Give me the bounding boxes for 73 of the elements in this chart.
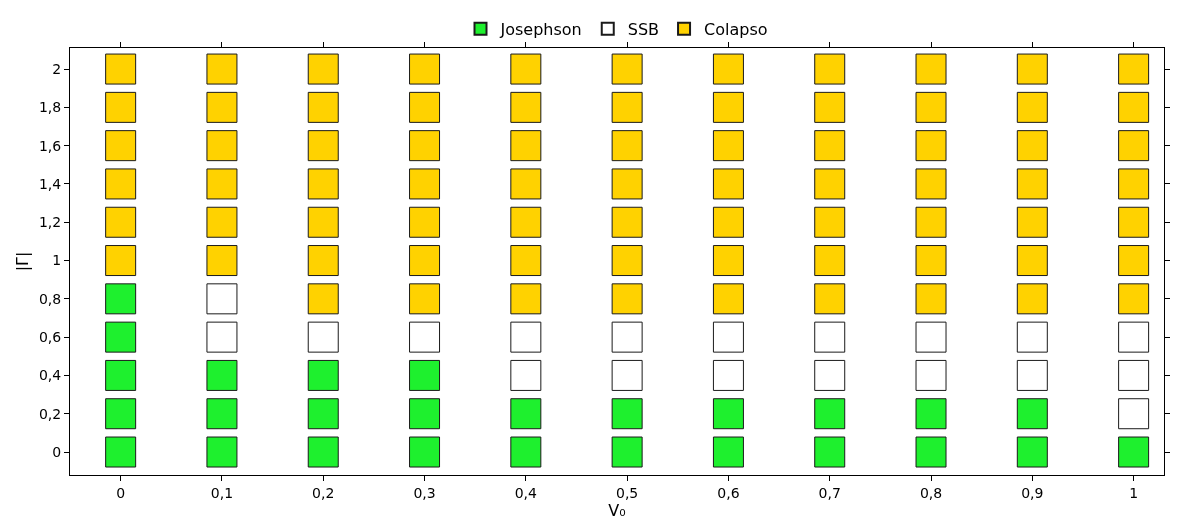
point bbox=[409, 321, 441, 353]
point bbox=[307, 321, 339, 353]
x-tick-label: 1 bbox=[1129, 484, 1139, 501]
x-tick-label: 0,7 bbox=[818, 484, 841, 501]
y-tick-label: 0,8 bbox=[38, 290, 62, 307]
point bbox=[206, 283, 238, 315]
point bbox=[712, 359, 744, 391]
point bbox=[915, 359, 947, 391]
point bbox=[1118, 321, 1150, 353]
point bbox=[510, 359, 542, 391]
point bbox=[307, 398, 339, 430]
point bbox=[1118, 436, 1150, 468]
point bbox=[814, 359, 846, 391]
y-tick-label: 0,4 bbox=[38, 367, 62, 384]
point bbox=[611, 436, 643, 468]
point bbox=[510, 436, 542, 468]
x-tick-label: 0,3 bbox=[413, 484, 436, 501]
x-tick-label: 0,1 bbox=[210, 484, 234, 501]
point bbox=[206, 436, 238, 468]
point bbox=[814, 436, 846, 468]
x-tick-label: 0,2 bbox=[312, 484, 335, 501]
point bbox=[409, 436, 441, 468]
point bbox=[105, 321, 137, 353]
y-axis-title: |Γ| bbox=[12, 251, 32, 272]
point bbox=[1016, 398, 1048, 430]
point bbox=[1118, 398, 1150, 430]
legend-label: SSB bbox=[627, 20, 660, 39]
point bbox=[105, 398, 137, 430]
y-tick-label: 1,8 bbox=[38, 99, 62, 116]
x-tick-label: 0 bbox=[116, 484, 126, 501]
legend-label: Colapso bbox=[704, 20, 768, 39]
point bbox=[712, 398, 744, 430]
x-tick-label: 0,5 bbox=[616, 484, 639, 501]
point bbox=[510, 398, 542, 430]
point bbox=[915, 398, 947, 430]
point bbox=[915, 436, 947, 468]
point bbox=[510, 321, 542, 353]
point bbox=[915, 321, 947, 353]
point bbox=[814, 321, 846, 353]
point bbox=[611, 359, 643, 391]
x-tick-label: 0,9 bbox=[1021, 484, 1044, 501]
point bbox=[206, 398, 238, 430]
x-axis-title: V₀ bbox=[608, 500, 626, 520]
x-tick-label: 0,4 bbox=[514, 484, 538, 501]
y-tick-label: 0,6 bbox=[38, 329, 62, 346]
point bbox=[307, 359, 339, 391]
y-tick-label: 1 bbox=[52, 252, 62, 269]
point bbox=[611, 398, 643, 430]
x-tick-label: 0,8 bbox=[919, 484, 943, 501]
point bbox=[307, 436, 339, 468]
y-tick-label: 1,4 bbox=[38, 175, 62, 192]
x-tick-label: 0,6 bbox=[717, 484, 740, 501]
point bbox=[105, 359, 137, 391]
legend-label: Josephson bbox=[499, 20, 582, 39]
point bbox=[1016, 436, 1048, 468]
y-tick-label: 1,2 bbox=[38, 214, 62, 231]
y-tick-label: 2 bbox=[52, 60, 62, 77]
point bbox=[105, 283, 137, 315]
y-tick-label: 0,2 bbox=[38, 405, 62, 422]
point bbox=[611, 321, 643, 353]
point bbox=[206, 359, 238, 391]
y-tick-label: 1,6 bbox=[38, 137, 62, 154]
y-tick-label: 0 bbox=[52, 443, 62, 460]
point bbox=[1016, 321, 1048, 353]
point bbox=[814, 398, 846, 430]
point bbox=[712, 436, 744, 468]
point bbox=[1118, 359, 1150, 391]
point bbox=[105, 436, 137, 468]
point bbox=[1016, 359, 1048, 391]
point bbox=[206, 321, 238, 353]
point bbox=[409, 359, 441, 391]
point bbox=[712, 321, 744, 353]
point bbox=[409, 398, 441, 430]
